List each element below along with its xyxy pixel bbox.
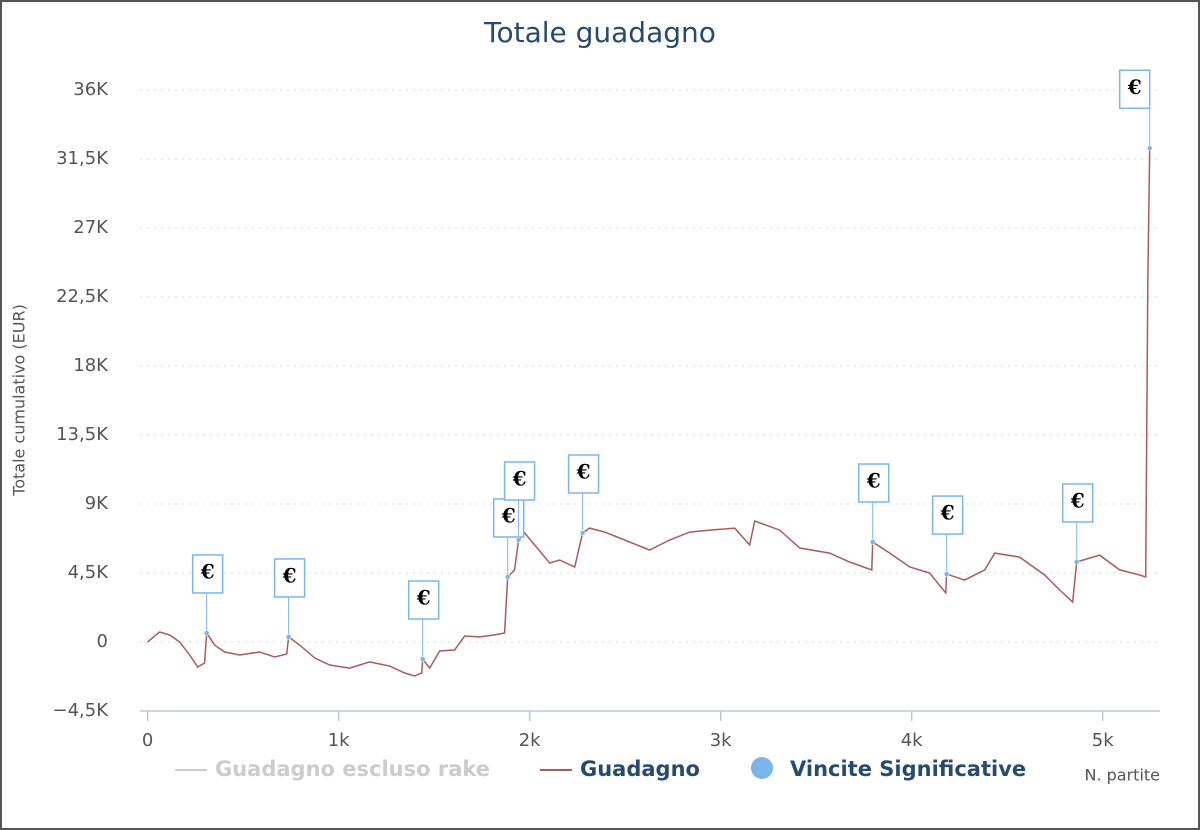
flag-label: € bbox=[416, 586, 431, 610]
flag-box bbox=[1061, 483, 1094, 523]
y-tick-label: 36K bbox=[73, 79, 109, 100]
win-point bbox=[869, 539, 876, 545]
x-tick-label: 4k bbox=[901, 730, 923, 751]
y-axis-title: Totale cumulativo (EUR) bbox=[10, 304, 29, 497]
flag-label: € bbox=[576, 459, 591, 483]
flag-box bbox=[273, 558, 306, 598]
flag-label: € bbox=[940, 501, 955, 525]
win-point bbox=[515, 537, 522, 543]
legend-label[interactable]: Guadagno escluso rake bbox=[215, 757, 490, 781]
legend-label[interactable]: Vincite Significative bbox=[790, 757, 1026, 781]
flag-box bbox=[857, 463, 890, 503]
flag-label: € bbox=[866, 469, 881, 493]
flag-box bbox=[1118, 69, 1151, 110]
y-tick-label: 27K bbox=[73, 217, 109, 238]
flag-label: € bbox=[512, 467, 527, 491]
chart-title: Totale guadagno bbox=[483, 16, 716, 49]
x-tick-label: 2k bbox=[519, 730, 541, 751]
y-tick-label: 13,5K bbox=[56, 424, 109, 445]
y-tick-label: 31,5K bbox=[56, 148, 109, 169]
x-tick-label: 5k bbox=[1092, 730, 1114, 751]
y-tick-label: 0 bbox=[97, 631, 108, 652]
y-tick-label: 4,5K bbox=[68, 562, 110, 583]
win-point bbox=[943, 571, 950, 577]
y-tick-label: 9K bbox=[85, 493, 109, 514]
y-tick-label: 22,5K bbox=[56, 286, 109, 307]
flag-label: € bbox=[1127, 75, 1142, 99]
flag-box bbox=[567, 454, 600, 494]
flag-box bbox=[191, 554, 224, 594]
flag-label: € bbox=[200, 559, 215, 583]
win-point bbox=[504, 574, 511, 580]
flag-box bbox=[931, 495, 964, 535]
x-tick-label: 3k bbox=[710, 730, 732, 751]
y-tick-label: 18K bbox=[73, 355, 109, 376]
win-point bbox=[579, 530, 586, 536]
win-point bbox=[203, 630, 210, 636]
x-axis-title: N. partite bbox=[1084, 766, 1160, 785]
y-tick-label: −4,5K bbox=[52, 700, 109, 721]
win-point bbox=[1146, 145, 1153, 152]
x-tick-label: 1k bbox=[328, 730, 350, 751]
flag-label: € bbox=[1070, 488, 1085, 512]
legend-label[interactable]: Guadagno bbox=[580, 757, 700, 781]
flag-box bbox=[407, 580, 440, 620]
flag-label: € bbox=[282, 563, 297, 587]
win-point bbox=[1073, 559, 1080, 565]
flag-box bbox=[503, 461, 536, 501]
flag-label: € bbox=[501, 503, 516, 527]
win-point bbox=[419, 656, 426, 662]
x-tick-label: 0 bbox=[142, 730, 153, 751]
win-point bbox=[285, 634, 292, 640]
legend-symbol bbox=[751, 757, 773, 779]
series-line bbox=[147, 148, 1151, 677]
